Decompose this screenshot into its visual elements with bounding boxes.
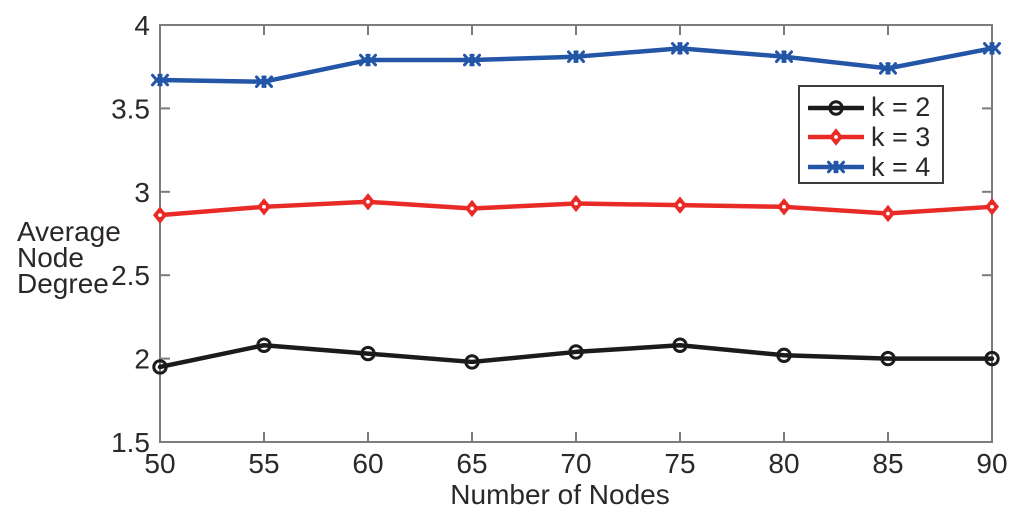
x-tick-label: 65 bbox=[456, 448, 487, 479]
x-axis-label: Number of Nodes bbox=[450, 479, 670, 510]
marker-k-3 bbox=[569, 194, 583, 213]
legend-label-k-4: k = 4 bbox=[871, 151, 931, 182]
y-tick-label: 3.5 bbox=[111, 93, 150, 124]
marker-k-4 bbox=[879, 62, 897, 75]
x-tick-label: 90 bbox=[976, 448, 1007, 479]
legend-label-k-2: k = 2 bbox=[871, 92, 931, 123]
legend-entry-k-2: k = 2 bbox=[808, 93, 942, 122]
marker-k-2 bbox=[776, 347, 792, 363]
legend-entry-k-4: k = 4 bbox=[808, 153, 942, 182]
x-tick-label: 85 bbox=[872, 448, 903, 479]
marker-k-4 bbox=[567, 50, 585, 63]
y-tick-label: 2.5 bbox=[111, 260, 150, 291]
marker-k-3 bbox=[153, 206, 167, 224]
marker-k-2 bbox=[152, 359, 168, 375]
marker-k-3 bbox=[361, 193, 375, 211]
marker-k-3 bbox=[881, 204, 895, 223]
y-axis-label-line3: Degree bbox=[17, 268, 109, 299]
series-line-k-2 bbox=[157, 343, 995, 370]
x-tick-label: 60 bbox=[352, 448, 383, 479]
legend-marker-k-2 bbox=[828, 100, 844, 116]
legend-sample-k-2 bbox=[808, 100, 864, 116]
y-axis-label: Average Node Degree bbox=[17, 216, 121, 299]
x-tick-label: 70 bbox=[560, 448, 591, 479]
marker-k-3 bbox=[673, 196, 687, 214]
y-tick-label: 4 bbox=[134, 10, 150, 41]
legend-sample-k-3 bbox=[808, 128, 864, 147]
y-tick-label: 1.5 bbox=[111, 427, 150, 458]
marker-k-4 bbox=[359, 53, 377, 67]
marker-k-2 bbox=[880, 350, 896, 367]
legend-sample-k-4 bbox=[808, 160, 864, 174]
series-line-k-4 bbox=[157, 46, 995, 84]
axes-frame bbox=[159, 24, 993, 443]
marker-k-2 bbox=[984, 350, 1000, 367]
marker-k-3 bbox=[465, 199, 479, 218]
marker-k-4 bbox=[463, 53, 481, 67]
legend-marker-k-4 bbox=[827, 160, 845, 174]
x-tick-label: 75 bbox=[664, 448, 695, 479]
y-axis-label-line1: Average bbox=[17, 216, 121, 247]
marker-k-4 bbox=[151, 73, 169, 87]
marker-k-3 bbox=[985, 198, 999, 216]
y-tick-label: 2 bbox=[134, 344, 150, 375]
marker-k-2 bbox=[568, 344, 584, 360]
x-tick-label: 55 bbox=[248, 448, 279, 479]
x-tick-label: 50 bbox=[144, 448, 175, 479]
marker-k-2 bbox=[672, 337, 688, 353]
marker-k-2 bbox=[464, 354, 480, 370]
marker-k-2 bbox=[360, 345, 376, 362]
marker-k-3 bbox=[257, 198, 271, 216]
x-tick-label: 80 bbox=[768, 448, 799, 479]
y-tick-label: 3 bbox=[134, 177, 150, 208]
y-axis-label-line2: Node bbox=[17, 242, 84, 273]
marker-k-4 bbox=[671, 42, 689, 55]
marker-k-4 bbox=[775, 50, 793, 63]
marker-k-4 bbox=[983, 42, 1001, 55]
marker-k-2 bbox=[256, 337, 272, 353]
legend-label-k-3: k = 3 bbox=[871, 121, 931, 152]
legend-entry-k-3: k = 3 bbox=[808, 123, 942, 152]
legend-marker-k-3 bbox=[829, 128, 843, 147]
marker-k-3 bbox=[777, 198, 791, 216]
marker-k-4 bbox=[255, 75, 273, 89]
